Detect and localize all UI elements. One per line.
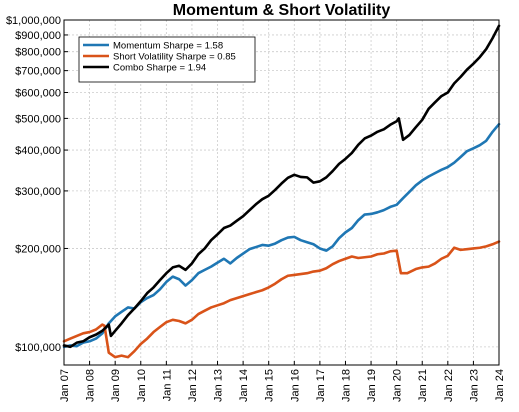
x-tick-label: Jan 11: [161, 369, 173, 401]
legend-label: Momentum Sharpe = 1.58: [113, 41, 223, 52]
x-tick-label: Jan 20: [392, 369, 404, 402]
x-tick-label: Jan 21: [417, 369, 429, 402]
x-tick-label: Jan 24: [494, 369, 506, 402]
x-tick-label: Jan 18: [340, 369, 352, 402]
x-tick-label: Jan 22: [443, 369, 455, 402]
x-tick-label: Jan 16: [289, 369, 301, 402]
series-line-2: [62, 24, 501, 349]
x-tick-label: Jan 09: [110, 369, 122, 402]
y-tick-label: $900,000: [15, 30, 61, 42]
y-tick-label: $300,000: [15, 186, 61, 198]
y-axis-ticks: $100,000 $200,000 $300,000 $400,000 $500,000…: [6, 15, 68, 354]
x-tick-label: Jan 14: [238, 369, 250, 402]
y-tick-label: $200,000: [15, 243, 61, 255]
series-line-1: [62, 240, 501, 359]
y-tick-label: $1,000,000: [6, 15, 61, 27]
y-tick-label: $800,000: [15, 47, 61, 59]
y-tick-label: $700,000: [15, 66, 61, 78]
y-tick-label: $600,000: [15, 88, 61, 100]
x-tick-label: Jan 10: [136, 369, 148, 402]
chart-title: Momentum & Short Volatility: [172, 2, 391, 19]
legend-label: Combo Sharpe = 1.94: [113, 63, 206, 74]
x-tick-label: Jan 08: [85, 369, 97, 402]
x-tick-label: Jan 23: [468, 369, 480, 402]
x-tick-label: Jan 15: [264, 369, 276, 402]
x-tick-label: Jan 17: [315, 369, 327, 402]
y-tick-label: $500,000: [15, 113, 61, 125]
x-tick-label: Jan 12: [187, 369, 199, 402]
x-tick-label: Jan 07: [59, 369, 71, 402]
y-tick-label: $100,000: [15, 342, 61, 354]
legend-label: Short Volatility Sharpe = 0.85: [113, 52, 236, 63]
x-tick-label: Jan 19: [366, 369, 378, 402]
x-axis-ticks: Jan 07 Jan 08 Jan 09 Jan 10 Jan 11 Jan 12 Jan …: [59, 361, 506, 402]
plot-frame: [63, 19, 500, 366]
y-tick-label: $400,000: [15, 145, 61, 157]
series-layer: [62, 24, 501, 359]
x-tick-label: Jan 13: [213, 369, 225, 402]
